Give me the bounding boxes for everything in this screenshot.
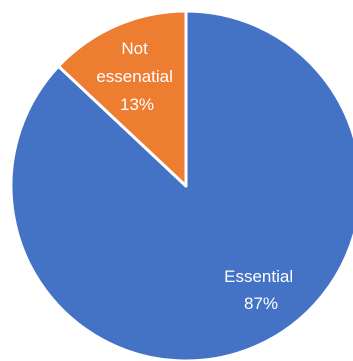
slice-label-essential-percent: 87%: [244, 294, 278, 313]
slice-label-not-essential-percent: 13%: [120, 95, 154, 114]
slice-label-not-essential-line2: essenatial: [96, 67, 173, 86]
slice-label-not-essential: Not essenatial 13%: [96, 39, 177, 114]
slice-label-essential-name: Essential: [224, 267, 293, 286]
pie-slice-essential: [9, 9, 353, 361]
slice-label-not-essential-line1: Not: [121, 39, 148, 58]
pie-slice-not-essenatial: [56, 9, 188, 188]
slice-label-essential: Essential 87%: [224, 267, 298, 313]
pie-slices: [9, 9, 353, 361]
